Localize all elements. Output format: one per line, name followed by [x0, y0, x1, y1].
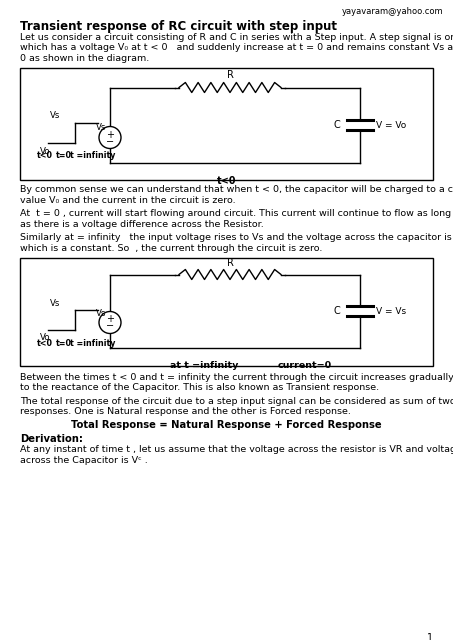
Text: 0 as shown in the diagram.: 0 as shown in the diagram. [20, 54, 149, 63]
Text: across the Capacitor is Vᶜ .: across the Capacitor is Vᶜ . [20, 456, 148, 465]
Text: t<0: t<0 [217, 175, 236, 186]
Text: +: + [106, 129, 114, 140]
Text: which is a constant. So  , the current through the circuit is zero.: which is a constant. So , the current th… [20, 244, 323, 253]
Text: Vs: Vs [50, 111, 60, 120]
Text: V = Vo: V = Vo [376, 120, 406, 129]
Circle shape [99, 127, 121, 148]
Bar [20, 257, 433, 365]
Text: Vo: Vo [40, 333, 50, 342]
Text: R: R [226, 70, 233, 81]
Text: to the reactance of the Capacitor. This is also known as Transient response.: to the reactance of the Capacitor. This … [20, 383, 379, 392]
Text: t =infinity: t =infinity [70, 152, 116, 161]
Text: responses. One is Natural response and the other is Forced response.: responses. One is Natural response and t… [20, 407, 351, 416]
Circle shape [99, 312, 121, 333]
Text: t<0: t<0 [37, 152, 53, 161]
Text: +: + [106, 314, 114, 324]
Text: 1: 1 [427, 633, 433, 640]
Text: as there is a voltage difference across the Resistor.: as there is a voltage difference across … [20, 220, 264, 229]
Text: yayavaram@yahoo.com: yayavaram@yahoo.com [342, 7, 443, 16]
Text: C: C [333, 120, 340, 130]
Text: At  t = 0 , current will start flowing around circuit. This current will continu: At t = 0 , current will start flowing ar… [20, 209, 451, 218]
Text: current=0: current=0 [278, 360, 332, 369]
Text: Vs: Vs [96, 124, 106, 132]
Text: Vs: Vs [50, 298, 60, 307]
Text: Let us consider a circuit consisting of R and C in series with a Step input. A s: Let us consider a circuit consisting of … [20, 33, 453, 42]
Text: Derivation:: Derivation: [20, 433, 83, 444]
Text: t<0: t<0 [37, 339, 53, 348]
Text: at t =infinity: at t =infinity [170, 360, 238, 369]
Text: Similarly at = infinity   the input voltage rises to Vs and the voltage across t: Similarly at = infinity the input voltag… [20, 234, 453, 243]
Text: Transient response of RC circuit with step input: Transient response of RC circuit with st… [20, 20, 337, 33]
Text: value V₀ and the current in the circuit is zero.: value V₀ and the current in the circuit … [20, 196, 236, 205]
Text: t =infinity: t =infinity [70, 339, 116, 348]
Text: −: − [106, 321, 114, 332]
Text: Vs: Vs [96, 308, 106, 317]
Text: t=0: t=0 [56, 339, 72, 348]
Text: Vo: Vo [40, 147, 50, 156]
Text: t=0: t=0 [56, 152, 72, 161]
Text: The total response of the circuit due to a step input signal can be considered a: The total response of the circuit due to… [20, 397, 453, 406]
Text: By common sense we can understand that when t < 0, the capacitor will be charged: By common sense we can understand that w… [20, 186, 453, 195]
Text: C: C [333, 306, 340, 316]
Text: −: − [106, 136, 114, 147]
Text: At any instant of time t , let us assume that the voltage across the resistor is: At any instant of time t , let us assume… [20, 445, 453, 454]
Text: V = Vs: V = Vs [376, 307, 406, 316]
Text: which has a voltage V₀ at t < 0   and suddenly increase at t = 0 and remains con: which has a voltage V₀ at t < 0 and sudd… [20, 44, 453, 52]
Bar [20, 67, 433, 179]
Text: Between the times t < 0 and t = infinity the current through the circuit increas: Between the times t < 0 and t = infinity… [20, 372, 453, 381]
Text: R: R [226, 257, 233, 268]
Text: Total Response = Natural Response + Forced Response: Total Response = Natural Response + Forc… [71, 420, 381, 431]
